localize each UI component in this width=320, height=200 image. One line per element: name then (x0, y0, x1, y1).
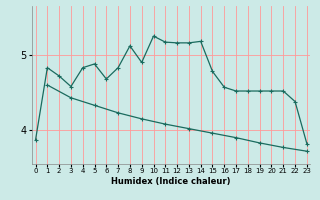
X-axis label: Humidex (Indice chaleur): Humidex (Indice chaleur) (111, 177, 231, 186)
